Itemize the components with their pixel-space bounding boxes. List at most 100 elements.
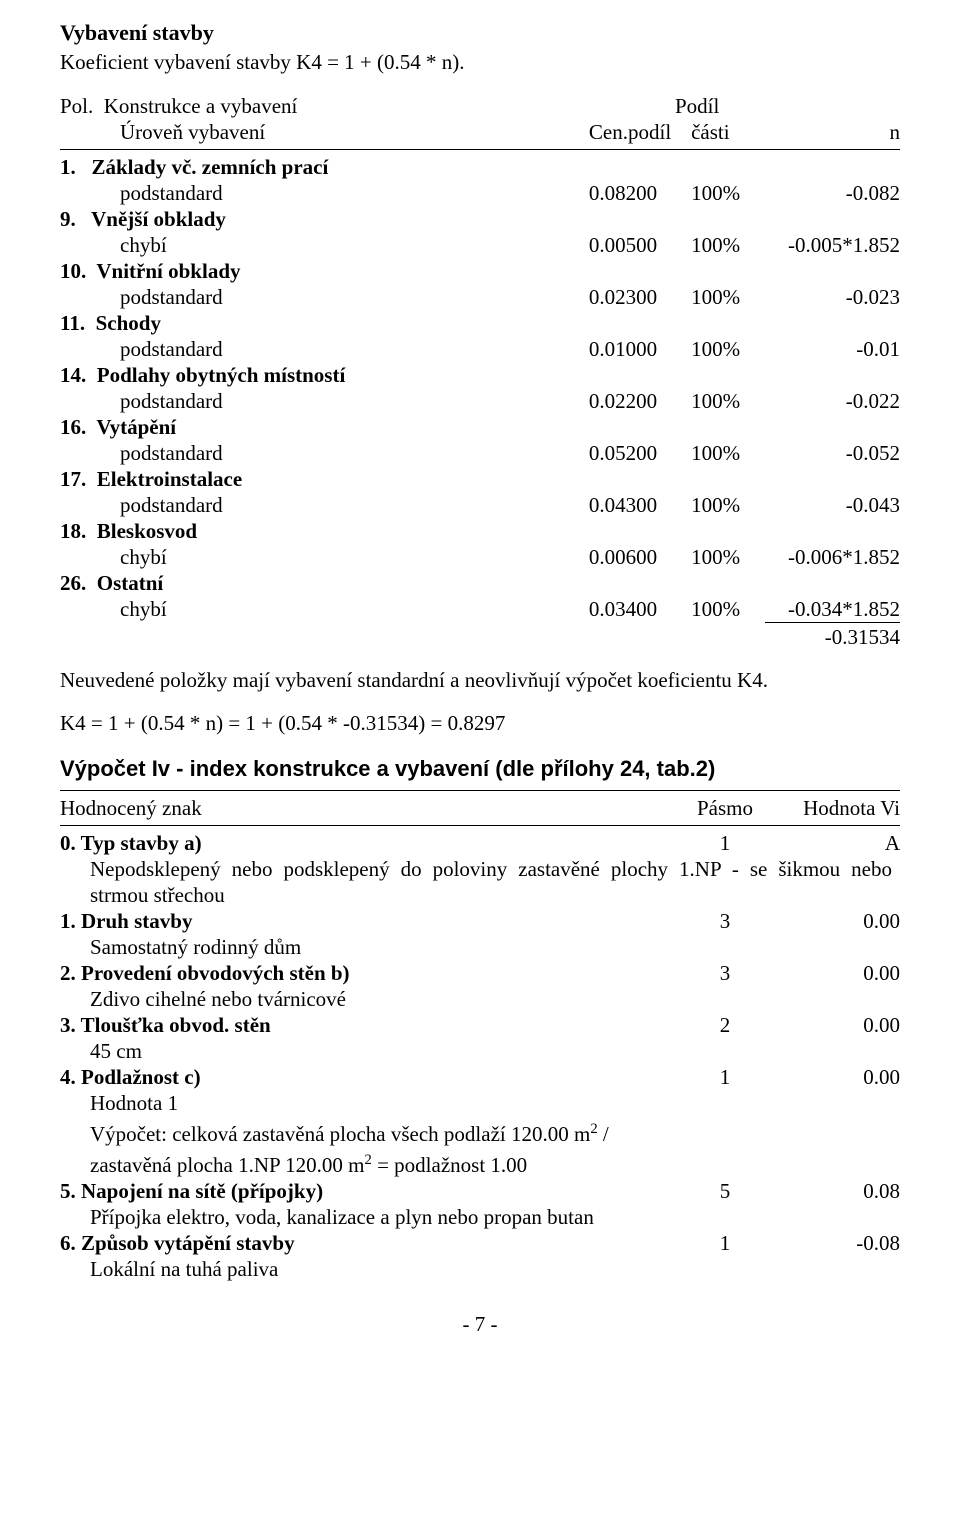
equipment-table: Pol. Konstrukce a vybavení Podíl Úroveň … <box>60 93 900 650</box>
row-n: -0.034*1.852 <box>784 596 900 622</box>
row-cenpodil: 0.08200 <box>589 180 691 206</box>
table-row: 10. Vnitřní obklady <box>60 258 900 284</box>
row-sub: chybí <box>60 544 589 570</box>
row-desc: Lokální na tuhá paliva <box>60 1256 900 1282</box>
th-casti: části <box>691 119 784 145</box>
table-row: podstandard0.02300100%-0.023 <box>60 284 900 310</box>
total-value: -0.31534 <box>765 622 900 650</box>
row-casti: 100% <box>691 596 784 622</box>
row-n: -0.052 <box>784 440 900 466</box>
row-value: 0.00 <box>770 960 900 986</box>
table-row: 18. Bleskosvod <box>60 518 900 544</box>
row-desc: Přípojka elektro, voda, kanalizace a ply… <box>60 1204 900 1230</box>
table-row: podstandard0.08200100%-0.082 <box>60 180 900 206</box>
th-konstrukce: Konstrukce a vybavení <box>104 94 298 118</box>
row-cenpodil: 0.02300 <box>589 284 691 310</box>
row-cenpodil: 0.00500 <box>589 232 691 258</box>
row-pasmo: 3 <box>680 908 770 934</box>
row-label: 18. Bleskosvod <box>60 518 565 544</box>
page-number: - 7 - <box>60 1312 900 1337</box>
table-row: podstandard0.01000100%-0.01 <box>60 336 900 362</box>
row-sub: podstandard <box>60 180 589 206</box>
row-desc: Hodnota 1 <box>60 1090 900 1116</box>
th-uroven: Úroveň vybavení <box>60 119 589 145</box>
k4-line: K4 = 1 + (0.54 * n) = 1 + (0.54 * -0.315… <box>60 711 900 736</box>
superscript: 2 <box>590 1121 597 1137</box>
subtitle: Koeficient vybavení stavby K4 = 1 + (0.5… <box>60 50 900 75</box>
row-cenpodil: 0.05200 <box>589 440 691 466</box>
row-label: 6. Způsob vytápění stavby <box>60 1230 680 1256</box>
table-row: 14. Podlahy obytných místností <box>60 362 900 388</box>
table-row: chybí0.03400100%-0.034*1.852 <box>60 596 900 622</box>
table-row: 16. Vytápění <box>60 414 900 440</box>
row-pasmo: 1 <box>680 1230 770 1256</box>
row-label: 16. Vytápění <box>60 414 565 440</box>
th-cenpodil: Cen.podíl <box>589 119 691 145</box>
th-empty2 <box>775 93 900 119</box>
table-row: chybí0.00500100%-0.005*1.852 <box>60 232 900 258</box>
row-cenpodil: 0.00600 <box>589 544 691 570</box>
row-desc: Nepodsklepený nebo podsklepený do polovi… <box>60 856 900 908</box>
row-cenpodil: 0.04300 <box>589 492 691 518</box>
row-pasmo: 5 <box>680 1178 770 1204</box>
row-label: 10. Vnitřní obklady <box>60 258 565 284</box>
row-n: -0.005*1.852 <box>784 232 900 258</box>
row-value: 0.00 <box>770 908 900 934</box>
divider <box>60 825 900 826</box>
row-cenpodil: 0.02200 <box>589 388 691 414</box>
row-label: 5. Napojení na sítě (přípojky) <box>60 1178 680 1204</box>
th-pasmo: Pásmo <box>680 795 770 821</box>
row-desc: 45 cm <box>60 1038 900 1064</box>
row-desc: Samostatný rodinný dům <box>60 934 900 960</box>
row-sub: podstandard <box>60 336 589 362</box>
row-label: 9. Vnější obklady <box>60 206 565 232</box>
th-n: n <box>784 119 900 145</box>
page: Vybavení stavby Koeficient vybavení stav… <box>0 0 960 1357</box>
total-row: -0.31534 <box>60 622 900 650</box>
row-casti: 100% <box>691 492 784 518</box>
superscript: 2 <box>365 1152 372 1168</box>
row-sub: chybí <box>60 596 589 622</box>
row-label: 0. Typ stavby a) <box>60 830 680 856</box>
row-casti: 100% <box>691 336 784 362</box>
row-cenpodil: 0.01000 <box>589 336 691 362</box>
row-label: 2. Provedení obvodových stěn b) <box>60 960 680 986</box>
table-row: podstandard0.05200100%-0.052 <box>60 440 900 466</box>
row-label: 26. Ostatní <box>60 570 565 596</box>
row-label: 17. Elektroinstalace <box>60 466 565 492</box>
row-sub: chybí <box>60 232 589 258</box>
row-casti: 100% <box>691 232 784 258</box>
th-pol: Pol. <box>60 94 93 118</box>
th-hodnota: Hodnota Vi <box>770 795 900 821</box>
th-znak: Hodnocený znak <box>60 795 680 821</box>
row-casti: 100% <box>691 180 784 206</box>
row-sub: podstandard <box>60 492 589 518</box>
row-n: -0.022 <box>784 388 900 414</box>
row-value: 0.00 <box>770 1012 900 1038</box>
section-iv-title: Výpočet Iv - index konstrukce a vybavení… <box>60 756 900 782</box>
row-casti: 100% <box>691 284 784 310</box>
table-row: 1. Základy vč. zemních prací <box>60 154 900 180</box>
row-value: -0.08 <box>770 1230 900 1256</box>
row-desc: Zdivo cihelné nebo tvárnicové <box>60 986 900 1012</box>
row-casti: 100% <box>691 388 784 414</box>
row-pasmo: 3 <box>680 960 770 986</box>
row-cenpodil: 0.03400 <box>589 596 691 622</box>
row-label: 4. Podlažnost c) <box>60 1064 680 1090</box>
row-value: A <box>770 830 900 856</box>
row-value: 0.00 <box>770 1064 900 1090</box>
row-n: -0.082 <box>784 180 900 206</box>
row-n: -0.043 <box>784 492 900 518</box>
row-pasmo: 1 <box>680 830 770 856</box>
row-sub: podstandard <box>60 388 589 414</box>
table-row: 17. Elektroinstalace <box>60 466 900 492</box>
divider <box>60 790 900 791</box>
row-n: -0.006*1.852 <box>784 544 900 570</box>
row-pasmo: 2 <box>680 1012 770 1038</box>
row-n: -0.01 <box>784 336 900 362</box>
table-row: 26. Ostatní <box>60 570 900 596</box>
table-row: chybí0.00600100%-0.006*1.852 <box>60 544 900 570</box>
row-sub: podstandard <box>60 440 589 466</box>
row-casti: 100% <box>691 440 784 466</box>
th-empty <box>565 93 675 119</box>
